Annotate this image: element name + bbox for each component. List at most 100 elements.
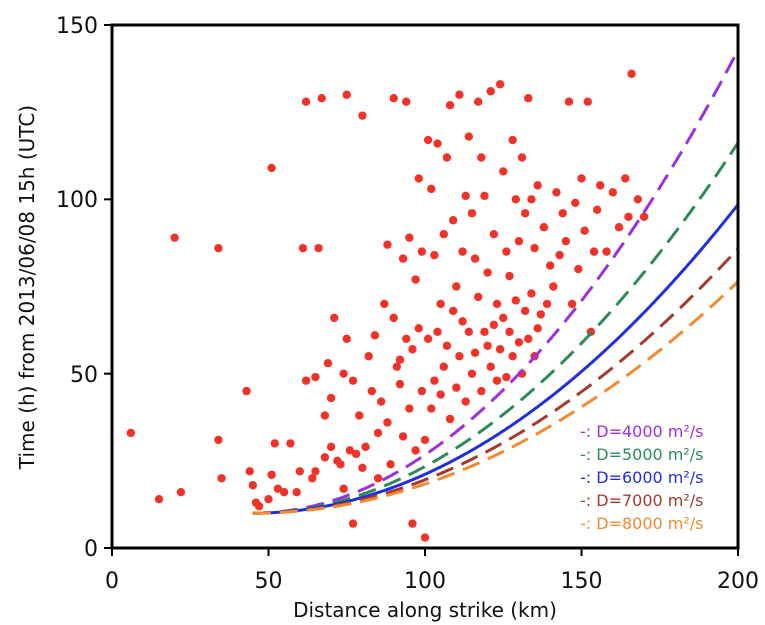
data-point [448,306,458,316]
data-point [408,519,417,528]
data-point [430,376,439,385]
data-point [608,188,617,197]
data-point [273,484,283,493]
data-point [452,383,461,392]
legend-entry-d4000: -: D=4000 m²/s [580,422,704,441]
data-point [552,188,561,197]
data-point [517,153,527,162]
data-point [217,474,226,483]
data-point [373,474,383,483]
y-axis-label: Time (h) from 2013/06/08 15h (UTC) [15,105,39,470]
data-point [448,216,458,225]
data-point [580,226,589,235]
data-point [480,191,489,201]
data-point [386,460,395,469]
data-point [242,386,251,396]
data-point [154,494,164,504]
data-point [539,223,549,232]
data-point [549,282,558,291]
data-point [489,230,499,239]
data-point [320,453,330,462]
data-point [614,223,624,232]
scatter-points [126,69,649,542]
data-point [436,390,445,399]
diffusion-curve-d8000 [252,280,740,515]
data-point [546,261,555,270]
diffusion-curve-d5000 [252,141,740,515]
data-point [542,299,552,309]
data-point [383,418,392,427]
data-point [505,271,514,281]
x-axis: 0 50 100 150 200 Distance along strike (… [105,569,759,622]
data-point [464,327,474,337]
data-point [439,230,448,239]
data-point [361,442,370,452]
data-point [264,494,273,504]
data-point [398,432,408,441]
data-point [170,233,179,242]
data-point [464,132,474,141]
data-point [383,240,392,249]
data-point [402,334,411,343]
data-point [395,379,405,389]
y-tick-label: 150 [56,14,98,39]
data-point [358,463,367,473]
data-point [389,313,398,323]
data-point [417,386,427,396]
data-point [298,243,308,253]
data-point [339,369,348,378]
legend-entry-d5000: -: D=5000 m²/s [580,445,704,464]
data-point [330,313,339,323]
data-point [564,97,574,106]
data-point [639,212,649,221]
data-point [398,254,408,263]
data-point [267,470,276,479]
data-point [355,411,364,420]
data-point [323,359,333,368]
data-point [392,362,402,371]
data-point [339,484,348,493]
data-point [524,334,533,343]
data-point [320,411,330,420]
data-point [511,195,520,204]
data-point [589,247,599,256]
data-point [470,348,480,357]
data-point [417,247,427,256]
y-tick-label: 100 [56,188,98,213]
data-point [567,299,577,309]
data-point [420,435,430,445]
data-point [505,327,514,337]
data-point [495,80,505,89]
data-point [427,404,436,413]
data-point [467,209,477,218]
data-point [248,481,258,490]
data-point [458,317,467,326]
data-point [633,195,643,204]
x-tick-label: 100 [404,569,446,594]
data-point [536,310,546,319]
data-point [520,306,530,316]
data-point [508,135,517,145]
data-point [571,198,580,208]
x-tick-label: 200 [717,569,759,594]
x-tick-label: 50 [255,569,283,594]
data-point [433,139,442,148]
data-point [602,247,611,256]
data-point [314,243,323,253]
data-point [308,474,317,483]
data-point [555,250,564,260]
data-point [245,467,254,476]
data-point [624,212,633,221]
data-point [348,376,358,385]
data-point [254,501,264,511]
data-point [214,435,223,445]
data-point [520,209,530,218]
data-point [533,181,542,190]
data-point [358,111,367,120]
data-point [474,292,483,302]
data-point [445,100,455,110]
data-point [279,488,289,497]
data-point [596,181,605,190]
data-point [405,233,414,242]
data-point [405,404,414,413]
